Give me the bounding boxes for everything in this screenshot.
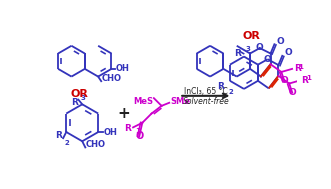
Text: InCl₃, 65 °C: InCl₃, 65 °C [184, 87, 228, 96]
Text: 1: 1 [298, 64, 303, 70]
Text: O: O [288, 88, 296, 97]
Text: CHO: CHO [86, 140, 106, 149]
Text: Solvent-free: Solvent-free [183, 98, 230, 106]
Text: CHO: CHO [102, 74, 122, 83]
Text: OR: OR [243, 31, 260, 41]
Text: 3: 3 [246, 46, 250, 52]
Text: SMe: SMe [170, 98, 190, 106]
Text: O: O [255, 43, 263, 53]
Text: 1: 1 [306, 75, 311, 81]
Text: OR: OR [70, 88, 88, 98]
Text: O: O [136, 131, 144, 141]
Text: O: O [281, 76, 288, 85]
Text: 3: 3 [81, 95, 86, 101]
Text: R: R [294, 64, 301, 73]
Text: R: R [124, 124, 131, 133]
Text: R: R [234, 49, 241, 58]
Text: OH: OH [104, 128, 118, 136]
Text: +: + [118, 106, 130, 121]
Text: OH: OH [115, 64, 129, 73]
Text: 2: 2 [65, 140, 70, 146]
Text: MeS: MeS [133, 97, 153, 106]
Text: R: R [55, 131, 62, 140]
Text: R: R [71, 98, 78, 107]
Text: O: O [285, 48, 292, 57]
Text: O: O [277, 37, 284, 46]
Text: 2: 2 [228, 89, 233, 95]
Text: R: R [302, 76, 308, 85]
Text: O: O [263, 55, 271, 64]
Text: R: R [217, 82, 224, 91]
Text: 1: 1 [135, 128, 140, 134]
